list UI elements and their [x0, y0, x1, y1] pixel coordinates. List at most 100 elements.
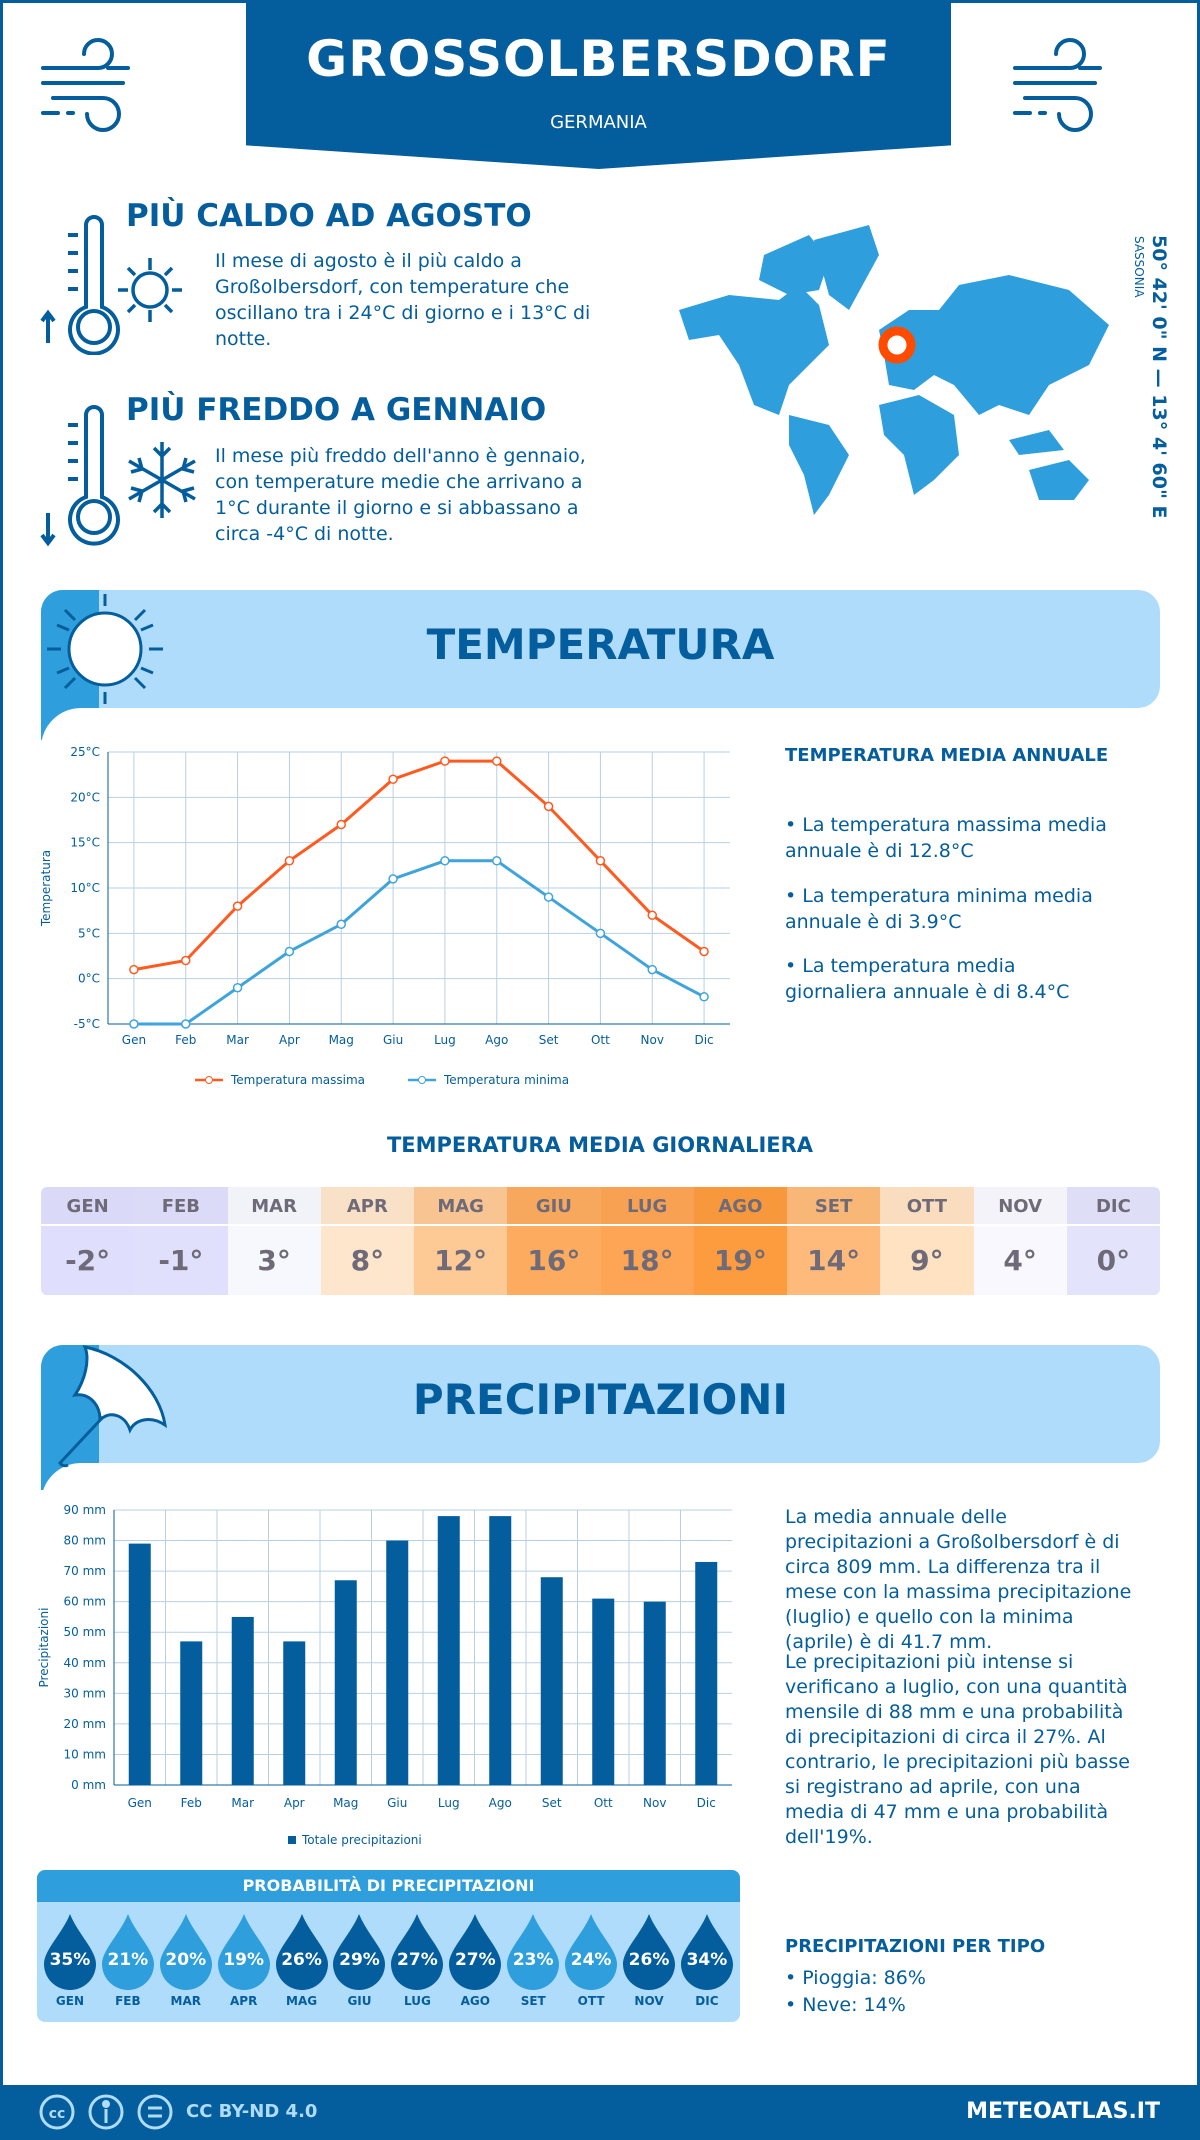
month-label: AGO [460, 1994, 490, 2008]
month-label: FEB [134, 1187, 228, 1226]
precip-probability-item: 24% OTT [563, 1902, 619, 2008]
thermometer-cold-icon [40, 405, 120, 547]
y-tick-label: 90 mm [64, 1503, 106, 1517]
annual-temp-title: TEMPERATURA MEDIA ANNUALE [785, 745, 1109, 766]
raindrop-icon [449, 1914, 502, 1990]
legend-swatch [288, 1836, 296, 1844]
x-tick-label: Mar [226, 1033, 249, 1047]
data-point [232, 982, 243, 993]
month-label: SET [787, 1187, 881, 1226]
coldest-month-title: PIÙ FREDDO A GENNAIO [126, 392, 547, 428]
country-label: GERMANIA [550, 112, 647, 133]
bar-feb [180, 1641, 203, 1785]
temp-value: 14° [807, 1244, 861, 1277]
svg-text:cc: cc [49, 2106, 66, 2122]
y-tick-label: 0 mm [71, 1778, 106, 1792]
x-tick-label: Lug [438, 1796, 460, 1810]
month-label: GEN [41, 1187, 135, 1226]
x-tick-label: Nov [641, 1033, 664, 1047]
data-point [595, 856, 606, 866]
precip-probability-item: 19% APR [216, 1902, 272, 2008]
month-label: LUG [403, 1994, 431, 2008]
raindrop-icon [680, 1914, 733, 1990]
bar-lug [437, 1516, 460, 1785]
month-label: NOV [634, 1994, 664, 2008]
temp-value: -2° [65, 1244, 111, 1277]
data-point [543, 892, 554, 902]
y-tick-label: 5°C [78, 926, 100, 940]
raindrop-icon [623, 1914, 676, 1990]
month-label: APR [230, 1994, 258, 2008]
data-point [232, 901, 243, 911]
data-point [181, 955, 191, 966]
precip-probability-panel: PROBABILITÀ DI PRECIPITAZIONI 35% GEN 21% F… [37, 1870, 740, 2022]
probability-value: 35% [49, 1950, 91, 1970]
site-link[interactable]: METEOATLAS.IT [966, 2099, 1160, 2124]
month-label: MAG [414, 1187, 508, 1226]
bar-set [540, 1577, 563, 1785]
month-label: OTT [880, 1187, 974, 1226]
bar-giu [386, 1540, 409, 1785]
sun-large-icon [47, 594, 163, 704]
x-tick-label: Apr [279, 1033, 300, 1047]
month-label: DIC [1066, 1187, 1160, 1226]
attribution-icon [88, 2094, 124, 2130]
daily-temp-table: GEN -2° FEB -1° MAR 3° APR 8° MAG 12° GIU 16° LUG 18°… [41, 1187, 1160, 1295]
data-point [699, 992, 709, 1002]
y-tick-label: 40 mm [64, 1656, 106, 1670]
coldest-month-text: Il mese più freddo dell'anno è gennaio, … [215, 445, 586, 545]
bar-ago [489, 1516, 512, 1785]
y-axis-label: Precipitazioni [37, 1608, 51, 1688]
license-label: CC BY-ND 4.0 [186, 2101, 318, 2122]
month-label: NOV [973, 1187, 1067, 1226]
month-label: SET [520, 1994, 546, 2008]
data-point [492, 756, 502, 766]
x-tick-label: Giu [387, 1796, 407, 1810]
daily-temp-cell: GIU 16° [507, 1187, 601, 1295]
probability-value: 26% [628, 1950, 670, 1970]
annual-temp-min: • La temperatura minima media annuale è … [785, 885, 1093, 933]
banner-curve [41, 1463, 181, 1503]
y-tick-label: 25°C [70, 745, 100, 759]
probability-value: 29% [339, 1950, 380, 1970]
data-point [129, 1019, 139, 1029]
precip-probability-item: 26% MAG [274, 1902, 330, 2008]
y-tick-label: -5°C [74, 1017, 100, 1031]
data-point [388, 774, 398, 784]
y-axis-label: Temperatura [39, 850, 53, 927]
header-banner [246, 0, 951, 169]
month-label: DIC [695, 1994, 719, 2008]
month-label: LUG [600, 1187, 694, 1226]
temp-value: -1° [158, 1244, 204, 1277]
x-tick-label: Mar [231, 1796, 254, 1810]
region-label: SASSONIA [1132, 236, 1146, 298]
daily-temp-cell: GEN -2° [41, 1187, 135, 1295]
temp-value: 12° [434, 1244, 488, 1277]
thermometer-hot-icon [40, 215, 120, 355]
x-tick-label: Dic [697, 1796, 716, 1810]
data-point [388, 874, 398, 884]
page-title: GROSSOLBERSDORF [306, 30, 891, 88]
x-tick-label: Ago [485, 1033, 508, 1047]
legend-label: Temperatura minima [443, 1073, 569, 1087]
temp-value: 3° [257, 1244, 291, 1277]
data-point [543, 801, 554, 812]
y-tick-label: 10 mm [64, 1747, 106, 1761]
precipitation-section-title: PRECIPITAZIONI [412, 1375, 789, 1424]
month-label: FEB [115, 1994, 141, 2008]
x-tick-label: Ago [489, 1796, 512, 1810]
data-point [181, 1019, 191, 1029]
precip-type-rain: • Pioggia: 86% [785, 1967, 926, 1989]
bar-mar [231, 1616, 254, 1785]
x-tick-label: Mag [333, 1796, 358, 1810]
daily-temp-cell: NOV 4° [973, 1187, 1067, 1295]
daily-temp-cell: MAG 12° [414, 1187, 508, 1295]
x-tick-label: Giu [383, 1033, 403, 1047]
month-label: GIU [507, 1187, 601, 1226]
probability-value: 26% [281, 1950, 322, 1970]
x-tick-label: Nov [643, 1796, 666, 1810]
daily-temp-cell: APR 8° [320, 1187, 414, 1295]
x-tick-label: Set [542, 1796, 562, 1810]
month-label: OTT [577, 1994, 605, 2008]
y-tick-label: 80 mm [64, 1534, 106, 1548]
